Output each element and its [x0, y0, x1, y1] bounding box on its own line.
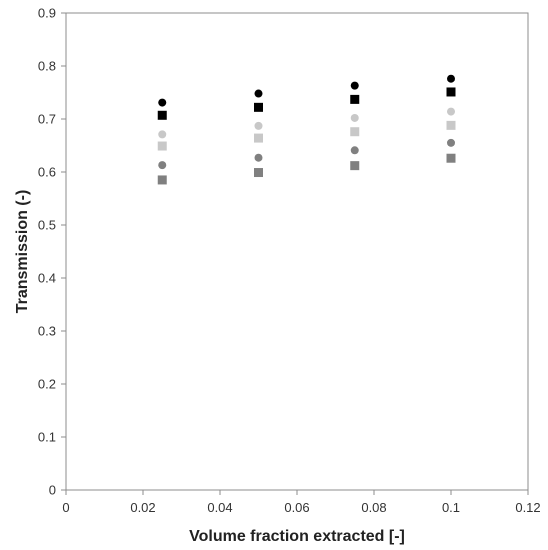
y-axis-title: Transmission (-): [14, 190, 31, 314]
data-point-square: [446, 120, 456, 130]
data-point-square: [446, 153, 456, 163]
data-point-circle: [254, 153, 263, 162]
x-axis-title: Volume fraction extracted [-]: [189, 528, 405, 545]
x-tick-label: 0.12: [515, 500, 540, 515]
data-point-circle: [350, 113, 359, 122]
data-point-square: [350, 94, 360, 104]
y-tick-label: 0: [49, 483, 56, 498]
y-tick-label: 0.3: [38, 324, 56, 339]
data-point-square: [157, 141, 167, 151]
axes: 0 0.1 0.2 0.3 0.4 0.5 0.6 0.7 0.8 0.9 0 0.02 0.04 0.0…: [38, 6, 541, 516]
plot-area-border: [65, 12, 529, 491]
data-point-circle: [158, 161, 167, 170]
x-tick-label: 0.02: [130, 500, 155, 515]
data-point-square: [254, 168, 263, 178]
data-point-circle: [447, 138, 455, 147]
data-point-circle: [447, 107, 455, 116]
x-tick-label: 0: [62, 500, 69, 515]
data-point-square: [157, 110, 167, 120]
data-point-circle: [254, 121, 263, 130]
y-tick-label: 0.4: [38, 271, 56, 286]
data-point-square: [350, 127, 360, 137]
y-tick-label: 0.9: [38, 6, 56, 21]
x-tick-label: 0.1: [442, 500, 460, 515]
y-tick-label: 0.2: [38, 377, 56, 392]
data-point-circle: [158, 130, 167, 139]
x-tick-label: 0.04: [207, 500, 232, 515]
data-point-square: [157, 175, 167, 185]
y-tick-label: 0.8: [38, 59, 56, 74]
y-tick-label: 0.6: [38, 165, 56, 180]
data-point-circle: [158, 98, 167, 107]
x-tick-label: 0.06: [284, 500, 309, 515]
data-point-square: [350, 161, 360, 171]
data-point-circle: [254, 89, 263, 98]
data-point-square: [446, 87, 456, 97]
data-point-circle: [350, 81, 359, 90]
data-points: [157, 74, 456, 185]
y-tick-label: 0.5: [38, 218, 56, 233]
y-tick-label: 0.7: [38, 112, 56, 127]
y-tick-label: 0.1: [38, 430, 56, 445]
data-point-circle: [447, 74, 455, 83]
data-point-circle: [350, 146, 359, 155]
data-point-square: [254, 102, 263, 112]
data-point-square: [254, 133, 263, 143]
x-tick-label: 0.08: [361, 500, 386, 515]
